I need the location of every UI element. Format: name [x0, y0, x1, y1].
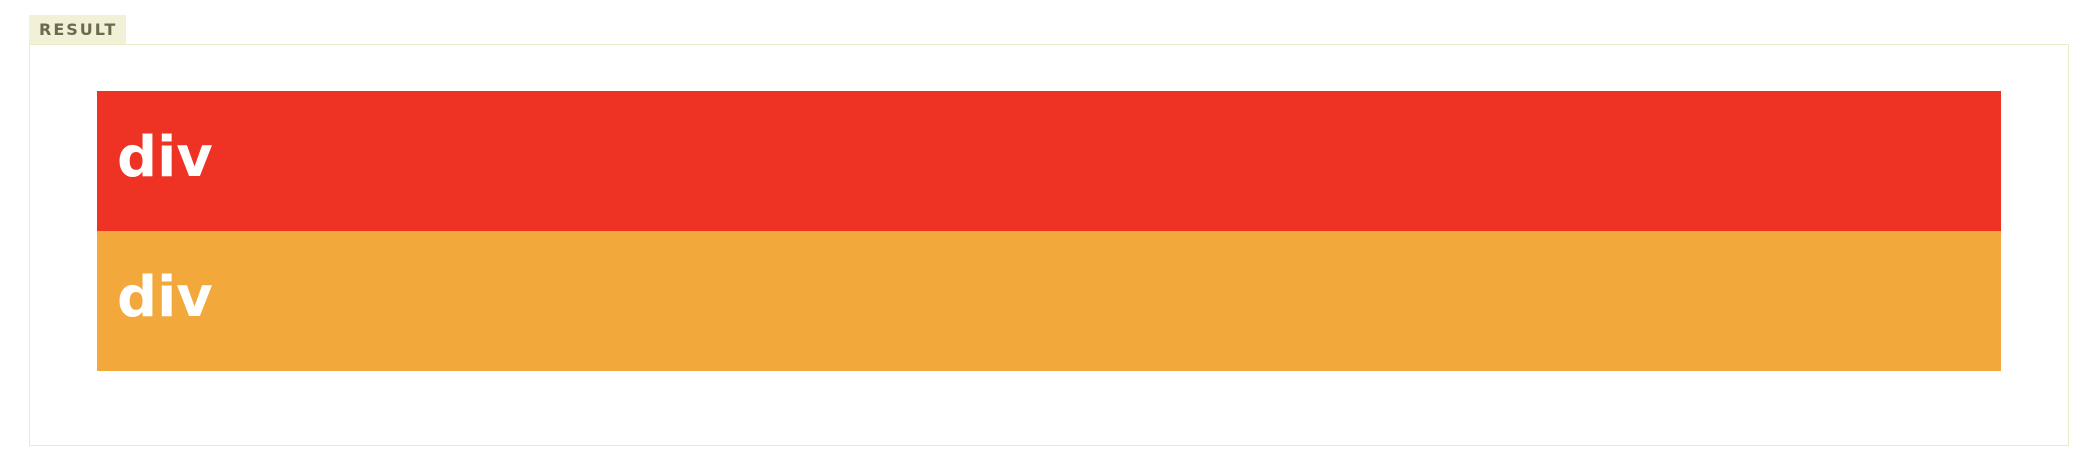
- red-div-box: div: [97, 91, 2001, 231]
- result-tab: RESULT: [29, 15, 126, 45]
- orange-div-box: div: [97, 231, 2001, 371]
